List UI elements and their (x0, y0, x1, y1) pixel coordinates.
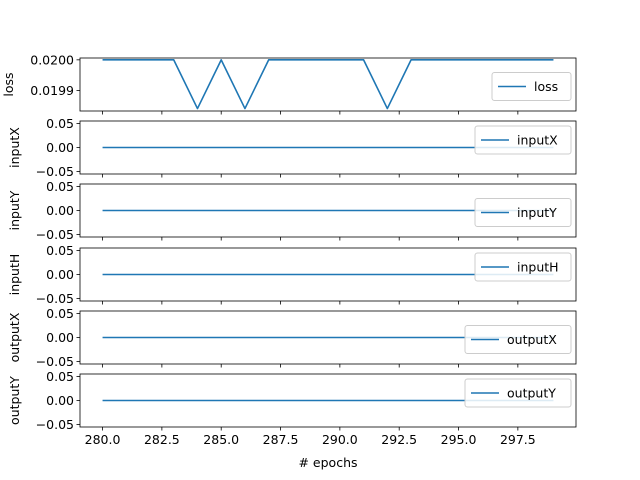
legend-box (474, 125, 572, 155)
y-tick-label: 0.00 (46, 203, 74, 218)
y-tick-label: 0.00 (46, 267, 74, 282)
y-tick-label: −0.05 (36, 164, 74, 179)
y-axis-label: outputY (7, 376, 22, 425)
x-tick-label: 292.5 (381, 432, 417, 447)
y-axis-label: inputY (7, 190, 22, 230)
series-line-loss (102, 59, 554, 110)
y-tick-label: 0.05 (46, 369, 74, 384)
subplot-inputH: −0.05 0.00 0.05 inputH inputH (7, 243, 577, 306)
y-axis-label: inputX (7, 127, 22, 168)
y-tick-label: −0.05 (36, 291, 74, 306)
legend-label: outputY (507, 386, 556, 401)
x-tick-label: 285.0 (203, 432, 239, 447)
x-tick-label: 295.0 (441, 432, 477, 447)
y-tick-label: 0.00 (46, 393, 74, 408)
subplot-inputY: −0.05 0.00 0.05 inputY inputY (7, 179, 577, 242)
y-tick-label: 0.00 (46, 140, 74, 155)
x-tick-label: 280.0 (85, 432, 121, 447)
subplot-outputY: −0.05 0.00 0.05 outputY 280.0 282.5 285.0 287.5… (7, 369, 577, 447)
x-axis-label: # epochs (298, 455, 357, 470)
legend: loss (491, 72, 572, 101)
y-tick-label: 0.00 (46, 330, 74, 345)
legend-label: inputH (517, 260, 559, 275)
subplot-inputX: −0.05 0.00 0.05 inputX inputX (7, 116, 577, 179)
legend-box (464, 325, 572, 354)
legend: inputX (474, 125, 572, 155)
legend-label: inputY (517, 205, 557, 220)
subplot-loss: 0.0199 0.0200 loss loss (1, 52, 577, 115)
y-axis-label: outputX (7, 312, 22, 362)
legend-box (474, 252, 572, 282)
legend-box (491, 72, 572, 101)
legend: inputH (474, 252, 572, 282)
y-tick-label: −0.05 (36, 417, 74, 432)
legend-box (464, 378, 572, 408)
y-tick-label: 0.05 (46, 179, 74, 194)
y-tick-label: −0.05 (36, 354, 74, 369)
y-tick-label: 0.05 (46, 243, 74, 258)
legend-label: loss (534, 79, 558, 94)
legend-box (474, 198, 572, 227)
subplots: 0.0199 0.0200 loss loss −0.05 0.00 0.05 inputX i… (1, 52, 577, 470)
y-tick-label: 0.0199 (30, 83, 74, 98)
legend-label: outputX (507, 332, 557, 347)
y-axis-label: inputH (7, 254, 22, 296)
subplot-outputX: −0.05 0.00 0.05 outputX outputX (7, 306, 577, 369)
y-tick-label: 0.0200 (30, 52, 74, 67)
x-tick-label: 297.5 (500, 432, 536, 447)
y-tick-label: −0.05 (36, 227, 74, 242)
y-axis-label: loss (1, 72, 16, 96)
legend: outputX (464, 325, 572, 354)
legend: outputY (464, 378, 572, 408)
x-tick-label: 287.5 (263, 432, 299, 447)
axes-frame (79, 57, 577, 112)
legend: inputY (474, 198, 572, 227)
x-tick-label: 290.0 (322, 432, 358, 447)
y-tick-label: 0.05 (46, 116, 74, 131)
x-tick-label: 282.5 (144, 432, 180, 447)
legend-label: inputX (517, 133, 558, 148)
y-tick-label: 0.05 (46, 306, 74, 321)
